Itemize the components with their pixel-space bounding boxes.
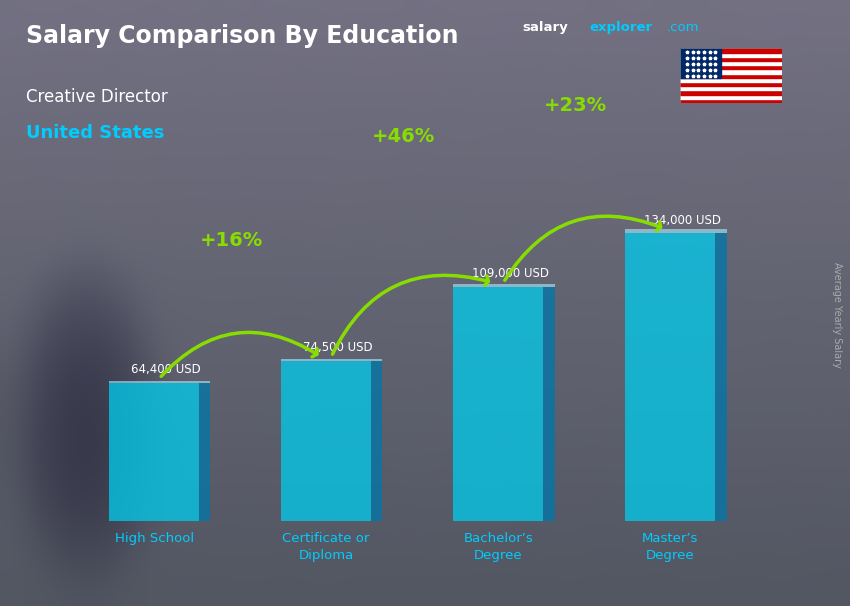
Bar — [626, 229, 727, 233]
Bar — [281, 361, 371, 521]
Text: salary: salary — [523, 21, 569, 34]
Text: United States: United States — [26, 124, 164, 142]
Bar — [626, 233, 715, 521]
Bar — [199, 383, 211, 521]
Text: 134,000 USD: 134,000 USD — [643, 214, 721, 227]
Bar — [680, 99, 782, 103]
Bar — [680, 57, 782, 61]
Bar — [453, 287, 543, 521]
Bar — [680, 61, 782, 65]
Bar — [110, 381, 211, 383]
Text: 64,400 USD: 64,400 USD — [131, 363, 201, 376]
Text: explorer: explorer — [589, 21, 652, 34]
Text: .com: .com — [666, 21, 699, 34]
Bar — [543, 287, 554, 521]
Bar — [680, 86, 782, 90]
Bar — [680, 53, 782, 57]
Bar — [680, 82, 782, 86]
Bar — [680, 48, 782, 53]
Text: +23%: +23% — [544, 96, 607, 115]
Text: Creative Director: Creative Director — [26, 88, 167, 106]
Text: +46%: +46% — [372, 127, 435, 147]
Bar — [453, 284, 554, 287]
Bar — [281, 359, 382, 361]
Bar — [680, 95, 782, 99]
Text: Salary Comparison By Education: Salary Comparison By Education — [26, 24, 458, 48]
Bar — [110, 383, 199, 521]
Bar — [680, 78, 782, 82]
Text: Average Yearly Salary: Average Yearly Salary — [832, 262, 842, 368]
Bar — [715, 233, 727, 521]
Bar — [371, 361, 383, 521]
Text: +16%: +16% — [200, 231, 264, 250]
Bar — [680, 90, 782, 95]
Bar — [680, 65, 782, 70]
Text: 74,500 USD: 74,500 USD — [303, 341, 373, 355]
Bar — [680, 74, 782, 78]
Bar — [680, 70, 782, 74]
Text: 109,000 USD: 109,000 USD — [472, 267, 549, 281]
Bar — [680, 48, 721, 78]
